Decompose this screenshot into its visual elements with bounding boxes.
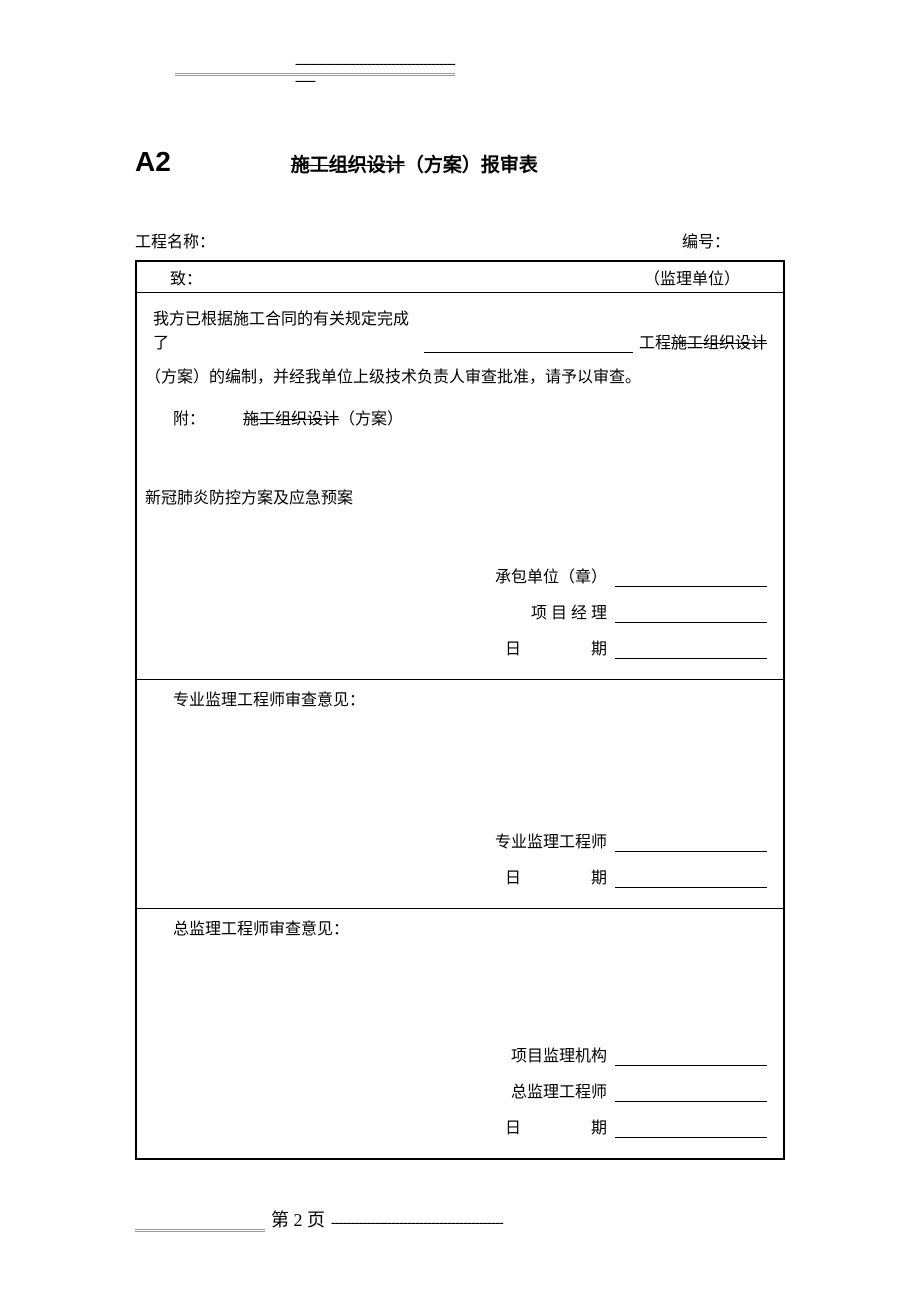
prof-engineer-label: 专业监理工程师 [145,828,615,852]
date-label-3: 日期 [145,1114,615,1138]
contractor-label: 承包单位（章） [145,563,615,587]
form-code: A2 [135,146,171,178]
pm-blank[interactable] [615,603,767,623]
supervision-org-sig-row: 项目监理机构 [145,1042,775,1066]
pm-label: 项 目 经 理 [145,599,615,623]
to-row: 致： （监理单位） [137,262,783,293]
footer-rule-right [331,1214,503,1232]
completion-text: 我方已根据施工合同的有关规定完成了 [153,305,418,353]
footer-rule-left [135,1226,265,1232]
contractor-blank[interactable] [615,567,767,587]
date-blank-3[interactable] [615,1118,767,1138]
section-1: 我方已根据施工合同的有关规定完成了 工程施工组织设计 （方案）的编制，并经我单位… [137,293,783,680]
contractor-sig-row: 承包单位（章） [145,563,775,587]
date-blank-2[interactable] [615,868,767,888]
compilation-text: （方案）的编制，并经我单位上级技术负责人审查批准，请予以审查。 [145,353,775,399]
attachment-row: 附： 施工组织设计（方案） [145,405,775,429]
date-sig-row-1: 日期 [145,635,775,659]
title-strike: 施工组织设计 [291,155,405,176]
supervision-org-label: 项目监理机构 [145,1042,615,1066]
attach-rest: （方案） [339,411,403,428]
section-2: 专业监理工程师审查意见： 专业监理工程师 日期 [137,680,783,909]
pm-sig-row: 项 目 经 理 [145,599,775,623]
date-label-2: 日期 [145,864,615,888]
chief-engineer-blank[interactable] [615,1082,767,1102]
header-row: A2 施工组织设计（方案）报审表 [135,146,785,178]
project-name-label: 工程名称： [135,228,215,252]
attach-strike: 施工组织设计 [243,411,339,428]
to-label: 致： [170,265,644,289]
blank-field[interactable] [424,335,633,353]
opinion-space-1[interactable] [145,718,775,828]
chief-engineer-opinion-header: 总监理工程师审查意见： [145,915,775,939]
form-title: 施工组织设计（方案）报审表 [291,150,538,177]
chief-engineer-sig-row: 总监理工程师 [145,1078,775,1102]
date-sig-row-3: 日期 [145,1114,775,1138]
prof-engineer-opinion-header: 专业监理工程师审查意见： [145,686,775,710]
date-blank-1[interactable] [615,639,767,659]
chief-engineer-label: 总监理工程师 [145,1078,615,1102]
serial-label: 编号： [682,228,730,252]
project-design-label: 工程施工组织设计 [639,329,767,353]
footer: 第 2 页 [135,1206,785,1232]
supervision-org-blank[interactable] [615,1046,767,1066]
prof-engineer-blank[interactable] [615,832,767,852]
document-page: A2 施工组织设计（方案）报审表 工程名称： 编号： 致： （监理单位） 我方已… [0,0,920,1200]
top-rule [175,70,455,76]
opinion-space-2[interactable] [145,947,775,1042]
covid-plan-text: 新冠肺炎防控方案及应急预案 [145,484,775,508]
form-table: 致： （监理单位） 我方已根据施工合同的有关规定完成了 工程施工组织设计 （方案… [135,260,785,1160]
date-label-1: 日期 [145,635,615,659]
section-3: 总监理工程师审查意见： 项目监理机构 总监理工程师 日期 [137,909,783,1158]
title-rest: （方案）报审表 [405,155,538,176]
supervisor-unit: （监理单位） [644,265,740,289]
completion-row: 我方已根据施工合同的有关规定完成了 工程施工组织设计 [145,299,775,353]
page-number: 第 2 页 [265,1206,331,1232]
attach-label: 附： [173,411,205,428]
date-sig-row-2: 日期 [145,864,775,888]
meta-row: 工程名称： 编号： [135,228,785,252]
prof-engineer-sig-row: 专业监理工程师 [145,828,775,852]
